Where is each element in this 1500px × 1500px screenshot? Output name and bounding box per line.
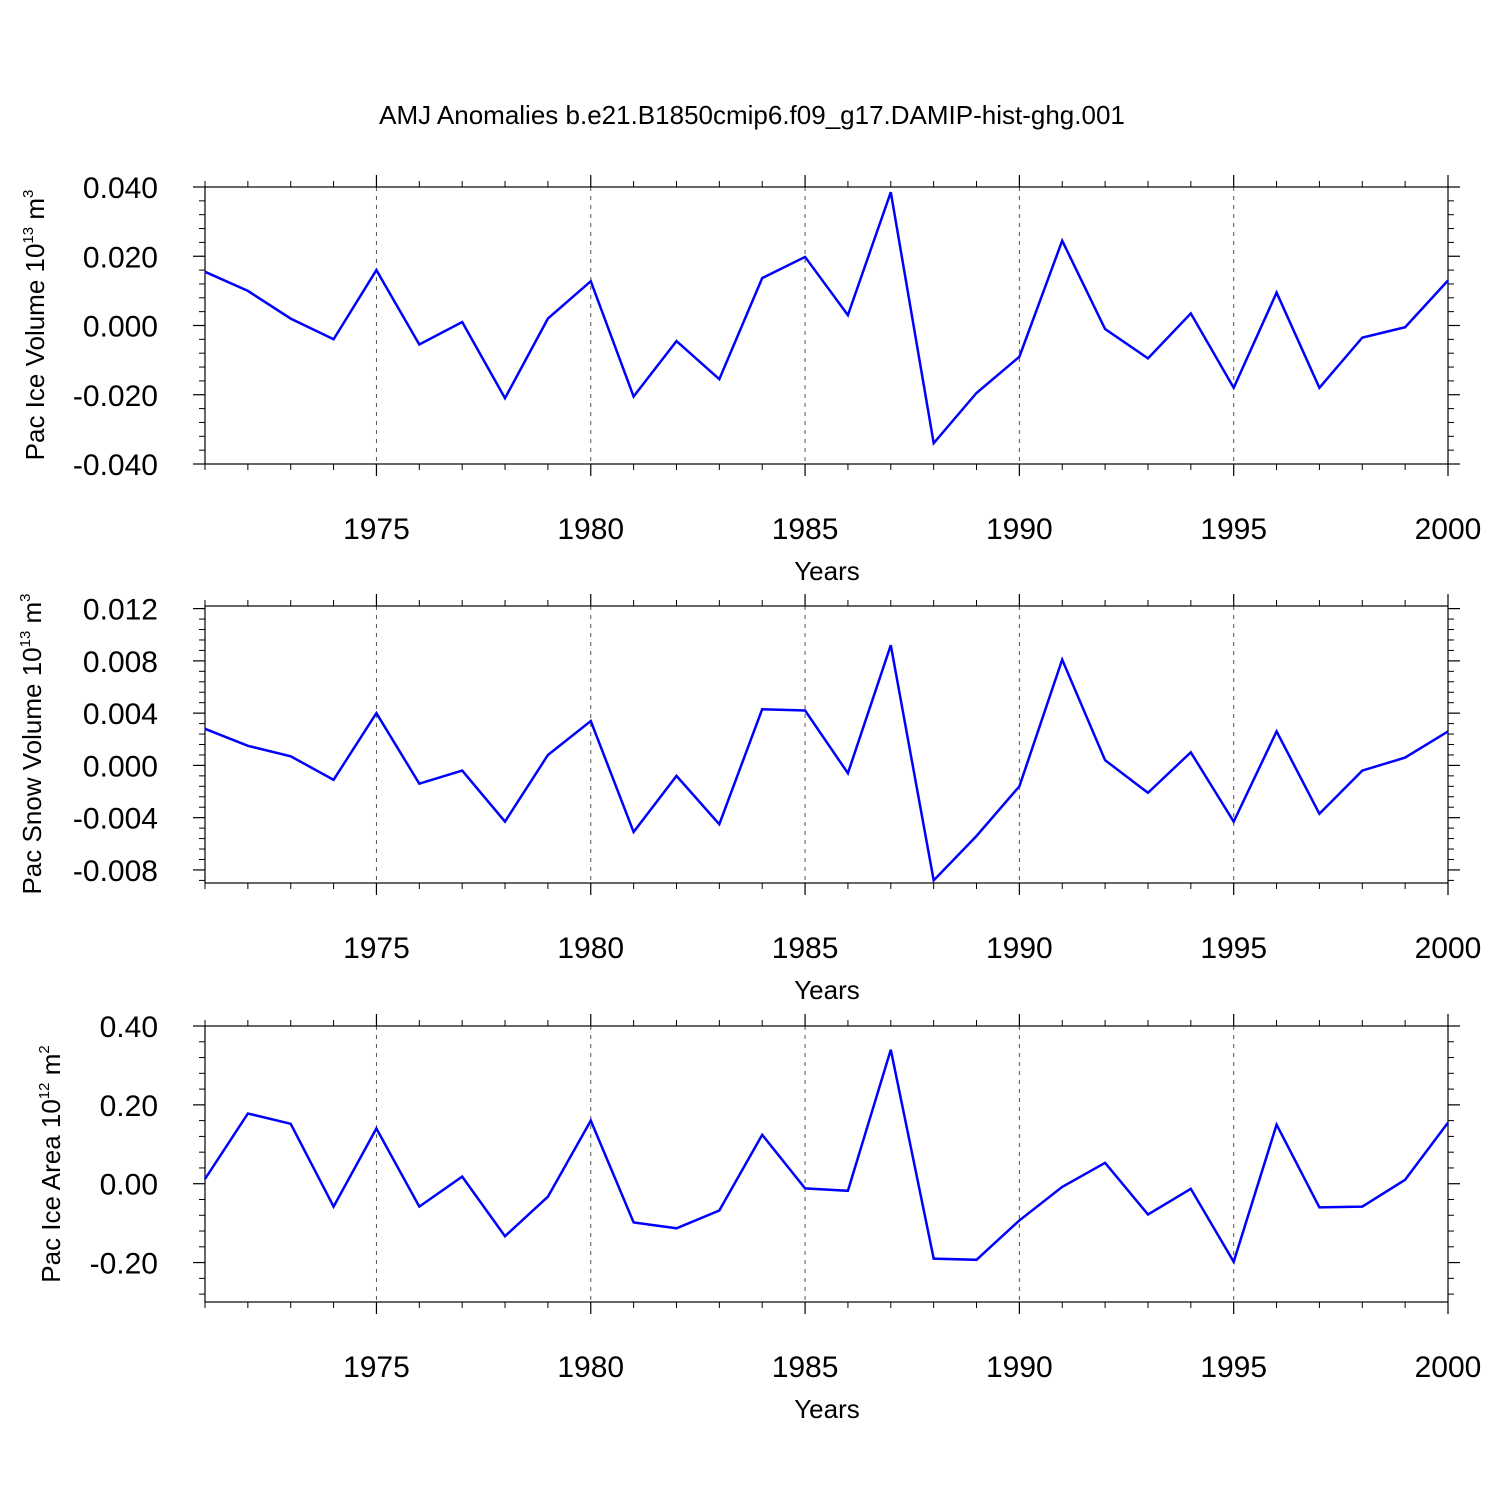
x-tick-label: 1985 <box>772 1351 839 1384</box>
x-tick-label: 1995 <box>1200 932 1267 965</box>
x-tick-label: 1990 <box>986 1351 1053 1384</box>
x-tick-label: 2000 <box>1415 932 1482 965</box>
x-tick-label: 1995 <box>1200 1351 1267 1384</box>
y-tick-label: -0.040 <box>73 449 158 482</box>
series-line <box>204 644 1449 884</box>
x-tick-label: 2000 <box>1415 513 1482 546</box>
x-tick-label: 1980 <box>557 513 624 546</box>
series-line <box>204 191 1449 447</box>
x-tick-label: 1975 <box>343 932 410 965</box>
panel-snow-volume: Pac Snow Volume 1013 m3 Years 1975 1980 19… <box>17 593 1481 1005</box>
x-axis-title: Years <box>794 975 860 1005</box>
y-tick-label: -0.20 <box>90 1248 158 1281</box>
x-tick-label: 1980 <box>557 932 624 965</box>
x-tick-label: 1975 <box>343 1351 410 1384</box>
x-axis-title: Years <box>794 1394 860 1424</box>
x-tick-label: 2000 <box>1415 1351 1482 1384</box>
y-tick-label: -0.004 <box>73 803 158 836</box>
y-tick-label: 0.20 <box>100 1090 158 1123</box>
x-tick-label: 1985 <box>772 932 839 965</box>
x-tick-label: 1985 <box>772 513 839 546</box>
x-tick-label: 1990 <box>986 932 1053 965</box>
panel-ice-area: Pac Ice Area 1012 m2 Years 1975 1980 1985 1… <box>36 1011 1481 1424</box>
y-axis-title: Pac Ice Area 1012 m2 <box>36 1045 66 1282</box>
y-tick-label: 0.040 <box>83 172 158 205</box>
y-tick-label: -0.020 <box>73 380 158 413</box>
y-axis-title: Pac Snow Volume 1013 m3 <box>17 593 47 894</box>
plot-frame <box>204 605 1449 884</box>
y-tick-label: 0.000 <box>83 311 158 344</box>
x-tick-label: 1990 <box>986 513 1053 546</box>
y-tick-label: 0.004 <box>83 698 158 731</box>
y-tick-label: 0.012 <box>83 594 158 627</box>
y-tick-label: 0.020 <box>83 241 158 274</box>
x-tick-label: 1975 <box>343 513 410 546</box>
y-tick-label: 0.000 <box>83 750 158 783</box>
y-axis-title: Pac Ice Volume 1013 m3 <box>20 190 50 461</box>
y-tick-label: 0.00 <box>100 1169 158 1202</box>
figure-title: AMJ Anomalies b.e21.B1850cmip6.f09_g17.D… <box>379 100 1125 130</box>
x-tick-label: 1980 <box>557 1351 624 1384</box>
y-tick-label: 0.008 <box>83 646 158 679</box>
x-tick-label: 1995 <box>1200 513 1267 546</box>
y-tick-label: 0.40 <box>100 1011 158 1044</box>
y-tick-label: -0.008 <box>73 855 158 888</box>
x-axis-title: Years <box>794 556 860 586</box>
plot-frame <box>204 1025 1449 1303</box>
series-line <box>203 1049 1450 1265</box>
panel-ice-volume: Pac Ice Volume 1013 m3 Years 1975 1980 198… <box>20 172 1481 586</box>
